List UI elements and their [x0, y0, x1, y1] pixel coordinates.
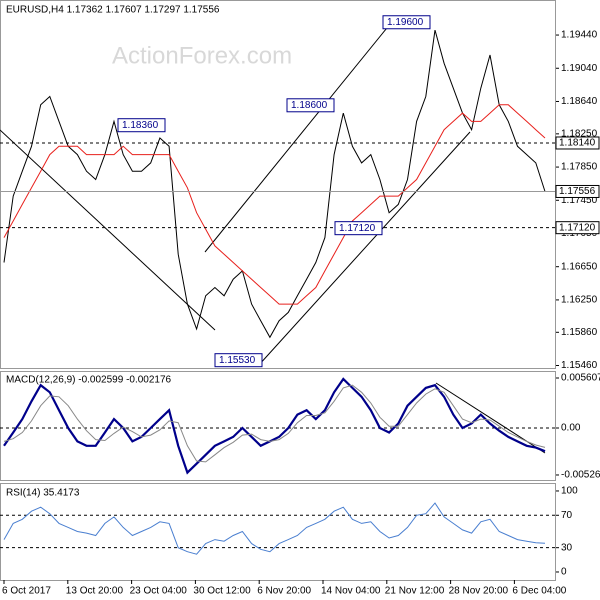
x-tick-label: 14 Nov 04:00: [321, 586, 381, 597]
y-tick-label: 1.18250: [561, 128, 598, 139]
y-tick-label: 1.16650: [561, 261, 598, 272]
watermark: ActionForex.com: [112, 42, 292, 69]
annotation-box: [382, 15, 431, 30]
annotation-label: 1.18360: [122, 120, 159, 131]
channel-lower: [257, 131, 471, 367]
y-tick-label: 1.16250: [561, 295, 598, 306]
annotation-box: [334, 221, 383, 236]
x-tick-label: 6 Nov 20:00: [257, 586, 311, 597]
level-box: [555, 184, 600, 198]
trend-line: [0, 129, 216, 331]
level-box: [555, 221, 600, 235]
x-tick-label: 30 Oct 12:00: [193, 586, 251, 597]
y-tick-label: 1.15860: [561, 327, 598, 338]
y-tick-label: 1.19040: [561, 63, 598, 74]
x-tick-label: 23 Oct 04:00: [130, 586, 188, 597]
x-tick-label: 28 Nov 20:00: [449, 586, 509, 597]
series-line: [3, 502, 546, 555]
y-tick-label: 0: [561, 567, 567, 578]
series-line: [3, 384, 546, 463]
level-label: 1.17556: [559, 186, 596, 197]
x-tick-label: 6 Oct 2017: [2, 586, 51, 597]
main-frame: [0, 0, 556, 369]
level-box: [555, 136, 600, 150]
y-tick-label: 1.19440: [561, 30, 598, 41]
series-line: [3, 104, 546, 305]
y-tick-label: 0.00: [561, 423, 581, 434]
level-label: 1.17120: [559, 222, 596, 233]
series-line: [3, 377, 546, 475]
series-line: [3, 29, 546, 339]
annotation-box: [286, 98, 335, 113]
y-tick-label: 1.17850: [561, 162, 598, 173]
level-label: 1.18140: [559, 138, 596, 149]
macd-frame: [0, 371, 556, 481]
annotation-label: 1.19600: [387, 17, 424, 28]
y-tick-label: 100: [561, 486, 578, 497]
panel-title: EURUSD,H4 1.17362 1.17607 1.17297 1.1755…: [6, 5, 220, 16]
annotation-box: [117, 118, 166, 133]
y-tick-label: 1.18640: [561, 96, 598, 107]
y-tick-label: -0.005267: [561, 470, 600, 481]
annotation-label: 1.18600: [291, 100, 328, 111]
rsi-frame: [0, 483, 556, 581]
x-tick-label: 6 Dec 04:00: [512, 586, 566, 597]
y-tick-label: 70: [561, 510, 573, 521]
channel-upper: [204, 17, 396, 253]
annotation-label: 1.17120: [339, 223, 376, 234]
annotation-label: 1.15530: [219, 355, 256, 366]
x-tick-label: 13 Oct 20:00: [66, 586, 124, 597]
panel-title: MACD(12,26,9) -0.002599 -0.002176: [6, 375, 172, 386]
y-tick-label: 1.17450: [561, 195, 598, 206]
y-tick-label: 1.15460: [561, 360, 598, 371]
y-tick-label: 0.005607: [561, 373, 600, 384]
panel-title: RSI(14) 35.4173: [6, 488, 80, 499]
x-tick-label: 21 Nov 12:00: [385, 586, 445, 597]
y-tick-label: 30: [561, 542, 573, 553]
annotation-box: [214, 353, 263, 368]
